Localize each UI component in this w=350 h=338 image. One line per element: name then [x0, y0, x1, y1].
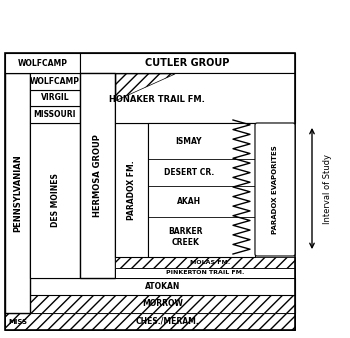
Text: DESERT CR.: DESERT CR. — [163, 168, 214, 177]
Text: ISMAY: ISMAY — [175, 137, 202, 146]
Bar — [115, 257, 295, 268]
Text: MOLAS FM.: MOLAS FM. — [190, 260, 230, 265]
Bar — [115, 268, 295, 278]
Bar — [5, 295, 295, 313]
Text: AKAH: AKAH — [177, 197, 201, 206]
Bar — [5, 53, 295, 330]
Text: MORROW: MORROW — [142, 299, 183, 309]
Text: Interval of Study: Interval of Study — [322, 153, 331, 223]
Bar — [80, 73, 115, 278]
Bar — [30, 73, 80, 90]
Text: DES MOINES: DES MOINES — [50, 173, 60, 227]
Text: ATOKAN: ATOKAN — [145, 282, 180, 291]
Text: HERMOSA GROUP: HERMOSA GROUP — [93, 134, 102, 217]
Text: VIRGIL: VIRGIL — [41, 94, 69, 102]
Text: WOLFCAMP: WOLFCAMP — [18, 58, 68, 68]
Bar — [5, 313, 295, 330]
Text: MISSOURI: MISSOURI — [34, 110, 76, 119]
Bar — [115, 73, 295, 123]
Bar — [148, 123, 255, 257]
Text: PENNSYLVANIAN: PENNSYLVANIAN — [13, 154, 22, 232]
Bar — [115, 123, 148, 257]
Text: CHES./MERAM.: CHES./MERAM. — [136, 317, 200, 326]
Text: CUTLER GROUP: CUTLER GROUP — [145, 58, 230, 68]
Text: MISS: MISS — [8, 318, 27, 324]
Text: BARKER
CREEK: BARKER CREEK — [168, 227, 203, 247]
Bar — [5, 73, 30, 313]
Bar — [5, 278, 295, 295]
Text: PINKERTON TRAIL FM.: PINKERTON TRAIL FM. — [166, 270, 244, 275]
Text: WOLFCAMP: WOLFCAMP — [30, 77, 80, 86]
Text: PARADOX EVAPORITES: PARADOX EVAPORITES — [272, 145, 278, 234]
Text: PARADOX FM.: PARADOX FM. — [127, 160, 136, 220]
Bar — [30, 90, 80, 106]
Bar — [30, 295, 295, 313]
Bar — [5, 53, 80, 73]
Bar — [80, 53, 295, 73]
Bar — [30, 123, 80, 278]
Polygon shape — [116, 74, 175, 100]
Text: HONAKER TRAIL FM.: HONAKER TRAIL FM. — [109, 96, 205, 104]
Bar — [30, 106, 80, 123]
FancyBboxPatch shape — [255, 123, 295, 256]
